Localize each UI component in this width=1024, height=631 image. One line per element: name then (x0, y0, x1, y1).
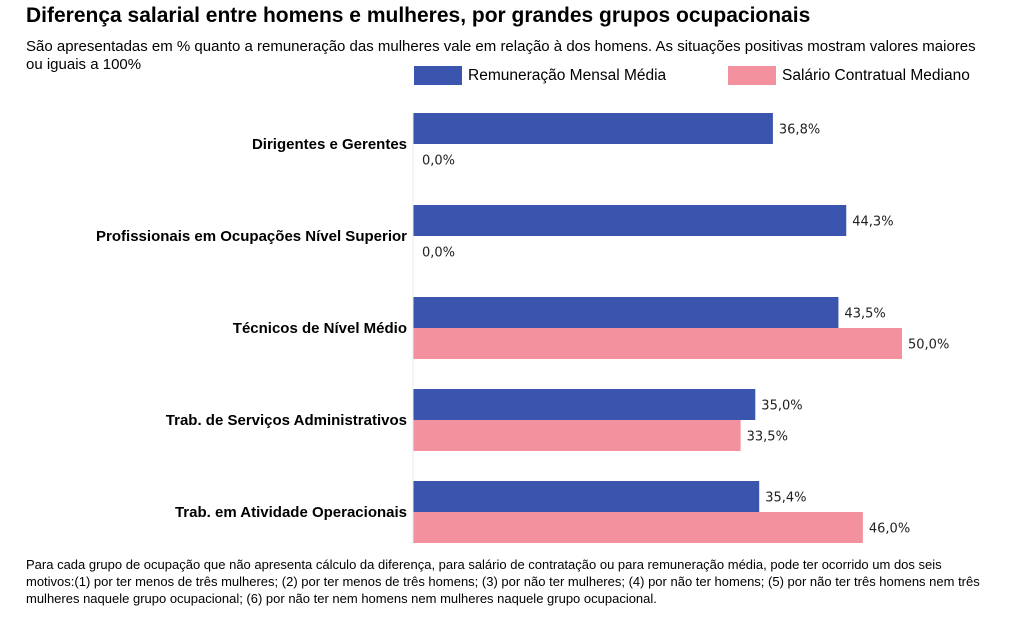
chart-subtitle: São apresentadas em % quanto a remuneraç… (26, 38, 976, 73)
data-label: 46,0% (869, 522, 910, 537)
data-label: 33,5% (747, 430, 788, 445)
bar (413, 512, 863, 543)
bar (413, 205, 847, 236)
chart-title: Diferença salarial entre homens e mulher… (26, 4, 811, 27)
bar (413, 113, 773, 144)
footnote: Para cada grupo de ocupação que não apre… (26, 557, 980, 606)
legend-swatch (728, 66, 776, 85)
category-label: Dirigentes e Gerentes (252, 136, 407, 153)
category-label: Técnicos de Nível Médio (233, 320, 407, 337)
data-label: 35,4% (765, 491, 806, 506)
legend-label: Remuneração Mensal Média (468, 66, 667, 84)
category-label: Trab. de Serviços Administrativos (166, 412, 407, 429)
data-label: 44,3% (852, 215, 893, 230)
data-label: 0,0% (422, 154, 455, 169)
bar (413, 328, 902, 359)
legend-label: Salário Contratual Mediano (782, 66, 970, 84)
data-label: 43,5% (844, 307, 885, 322)
category-label: Trab. em Atividade Operacionais (175, 504, 407, 521)
bar (413, 389, 756, 420)
data-label: 50,0% (908, 338, 949, 353)
bar (413, 297, 839, 328)
bar (413, 481, 760, 512)
data-label: 36,8% (779, 123, 820, 138)
category-label: Profissionais em Ocupações Nível Superio… (96, 228, 407, 245)
bar (413, 420, 741, 451)
legend-swatch (414, 66, 462, 85)
legend-item-remuneracao: Remuneração Mensal Média (414, 66, 666, 85)
legend-item-salario: Salário Contratual Mediano (728, 66, 970, 85)
data-label: 35,0% (761, 399, 802, 414)
data-label: 0,0% (422, 246, 455, 261)
